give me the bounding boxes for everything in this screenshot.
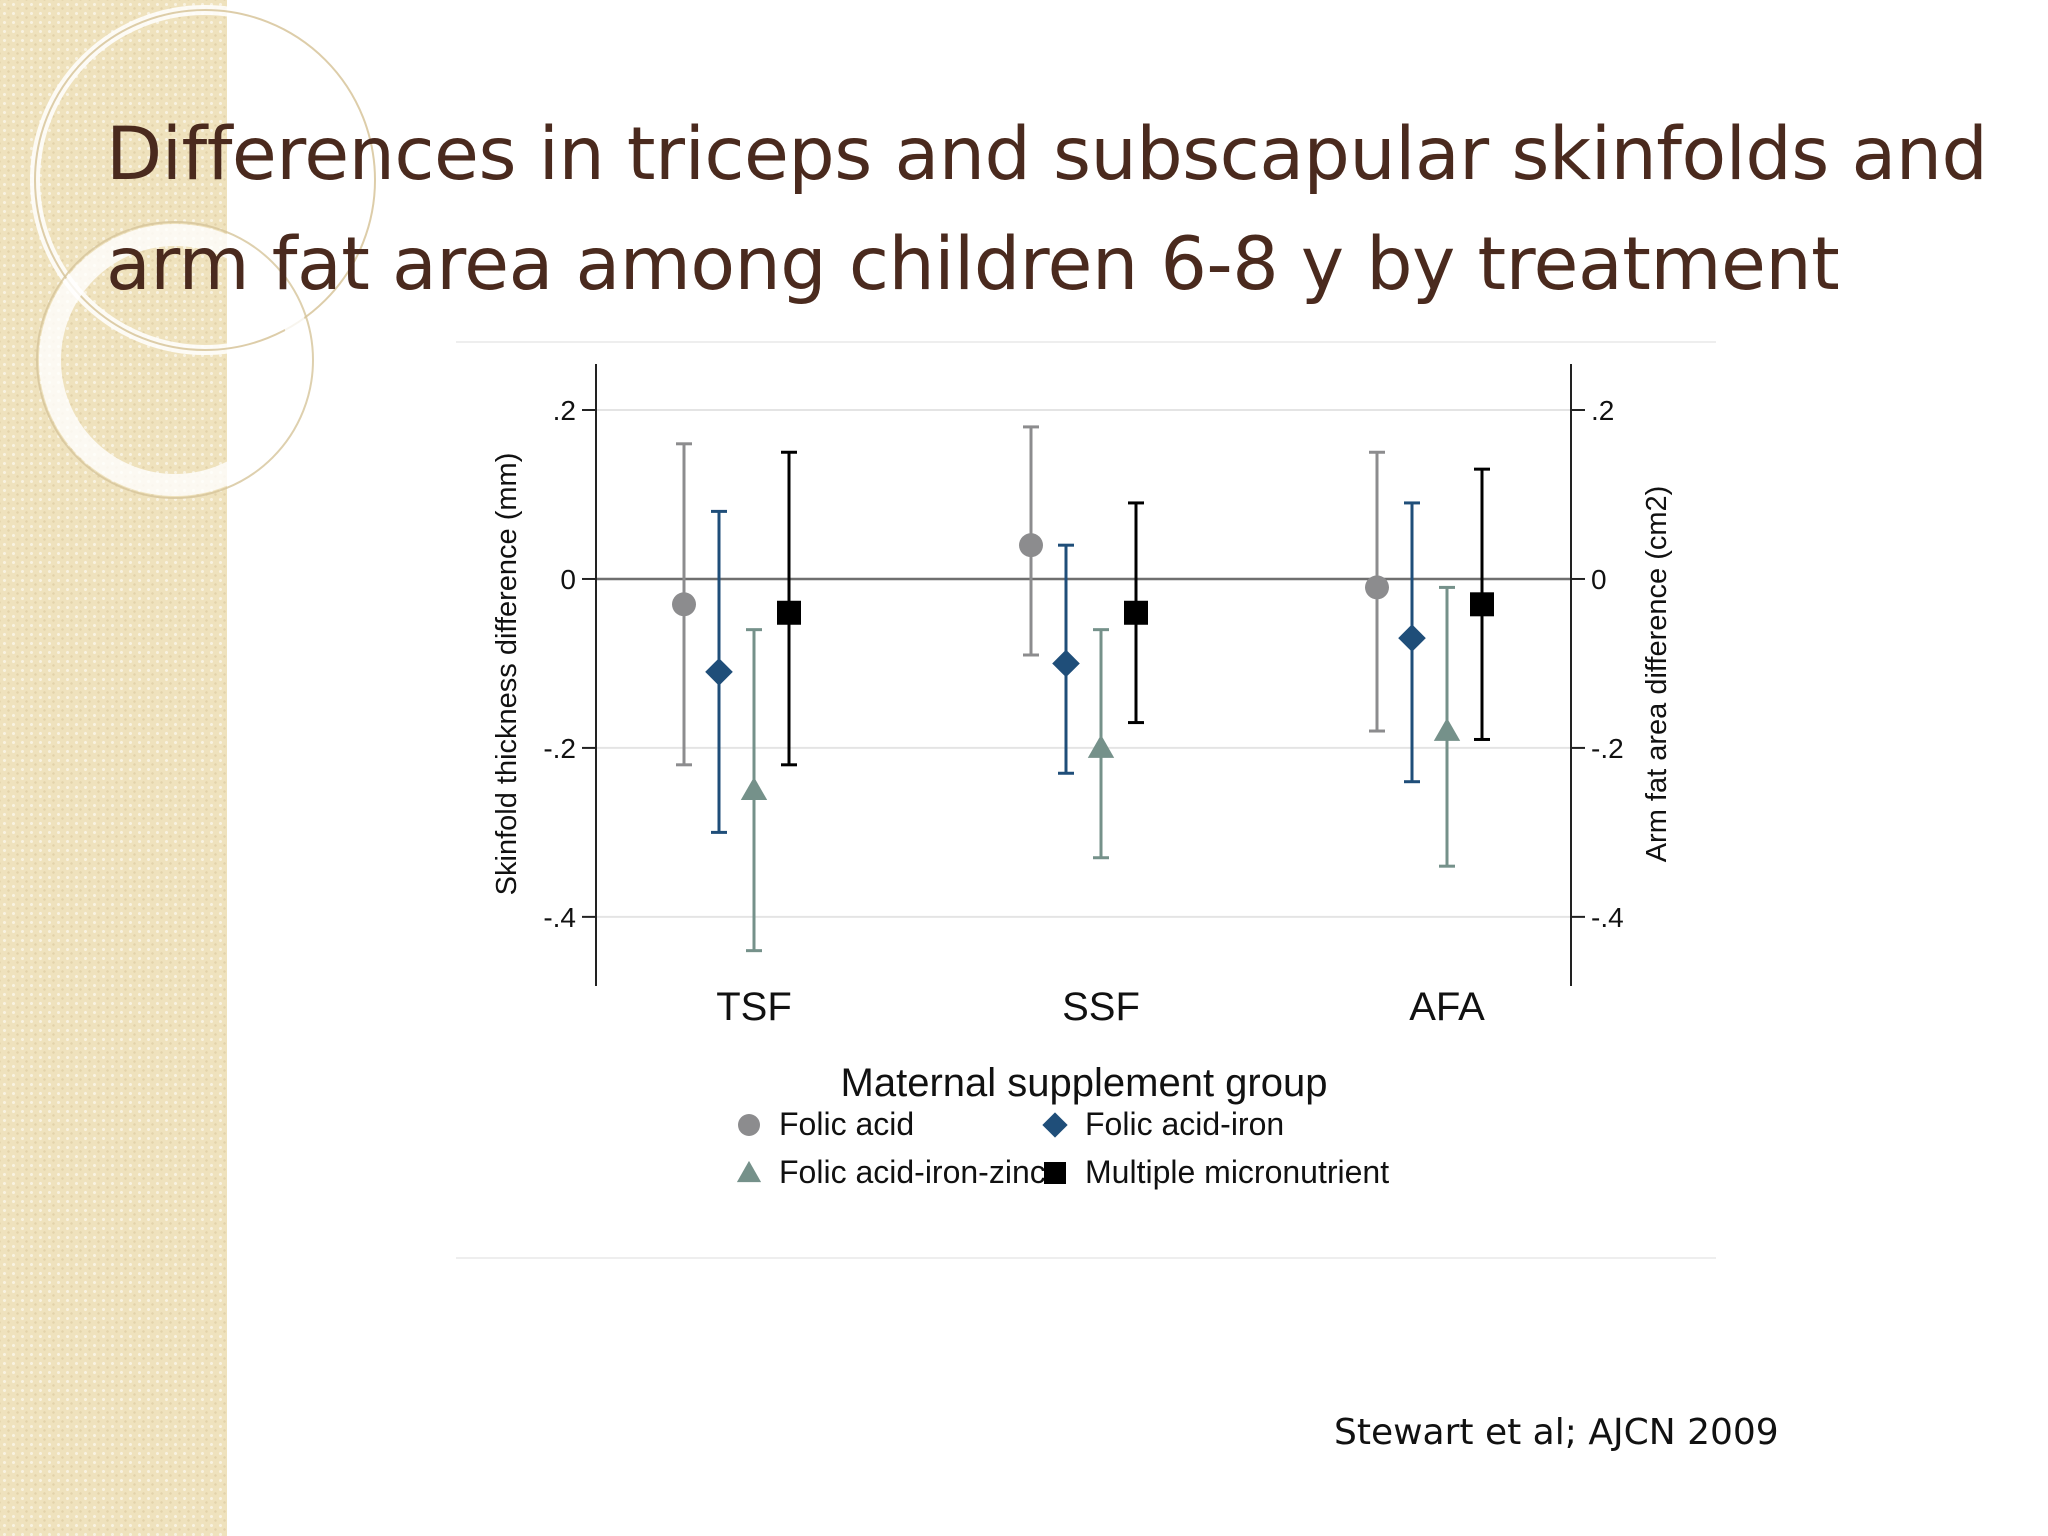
- y-axis-title-right: Arm fat area difference (cm2): [1641, 486, 1673, 863]
- forest-chart: .2 .2 0 0 -.2 -.2 -.4 -.4 Skinfold thickness dif…: [456, 341, 1716, 1259]
- slide-title-line-2: arm fat area among children 6-8 y by tre…: [106, 222, 1840, 307]
- slide-title-line-1: Differences in triceps and subscapular s…: [106, 112, 1988, 197]
- legend-marker-multiple-micronutrient: [1044, 1162, 1066, 1184]
- legend-label-folic-acid: Folic acid: [779, 1106, 914, 1142]
- category-label-ssf: SSF: [1062, 985, 1140, 1029]
- category-label-tsf: TSF: [716, 985, 792, 1029]
- legend-marker-folic-acid-iron: [1042, 1112, 1068, 1138]
- y-tick-label-left: 0: [560, 564, 576, 595]
- y-tick-label-left: .2: [553, 395, 576, 426]
- point-folic-acid: [1019, 533, 1043, 558]
- y-tick-label-right: 0: [1591, 564, 1607, 595]
- legend-label-folic-acid-iron: Folic acid-iron: [1085, 1106, 1284, 1142]
- slide-title: Differences in triceps and subscapular s…: [106, 100, 2026, 320]
- point-folic-acid-iron: [1398, 624, 1426, 652]
- y-tick-label-left: -.2: [543, 733, 576, 764]
- chart-panel: .2 .2 0 0 -.2 -.2 -.4 -.4 Skinfold thickness dif…: [456, 340, 1716, 1270]
- point-folic-acid-iron-zinc: [740, 776, 768, 801]
- y-tick-label-right: -.2: [1591, 733, 1624, 764]
- point-multiple-micronutrient: [1470, 592, 1494, 617]
- y-tick-label-right: .2: [1591, 395, 1614, 426]
- legend-title: Maternal supplement group: [841, 1061, 1328, 1105]
- y-axis-title-left: Skinfold thickness difference (mm): [491, 453, 523, 896]
- point-folic-acid-iron: [1052, 649, 1080, 678]
- citation: Stewart et al; AJCN 2009: [1334, 1412, 1779, 1453]
- legend-marker-folic-acid: [738, 1114, 760, 1136]
- point-folic-acid-iron: [705, 658, 733, 686]
- point-multiple-micronutrient: [777, 600, 801, 625]
- legend-marker-folic-acid-iron-zinc: [736, 1160, 762, 1183]
- point-folic-acid-iron-zinc: [1087, 734, 1115, 758]
- point-folic-acid-iron-zinc: [1433, 717, 1461, 741]
- y-tick-label-right: -.4: [1591, 902, 1624, 933]
- point-folic-acid: [1365, 575, 1389, 600]
- point-folic-acid: [672, 592, 696, 617]
- legend-label-folic-acid-iron-zinc: Folic acid-iron-zinc: [779, 1154, 1046, 1190]
- legend-label-multiple-micronutrient: Multiple micronutrient: [1085, 1154, 1389, 1190]
- category-label-afa: AFA: [1409, 985, 1485, 1029]
- point-multiple-micronutrient: [1124, 600, 1148, 625]
- y-tick-label-left: -.4: [543, 902, 576, 933]
